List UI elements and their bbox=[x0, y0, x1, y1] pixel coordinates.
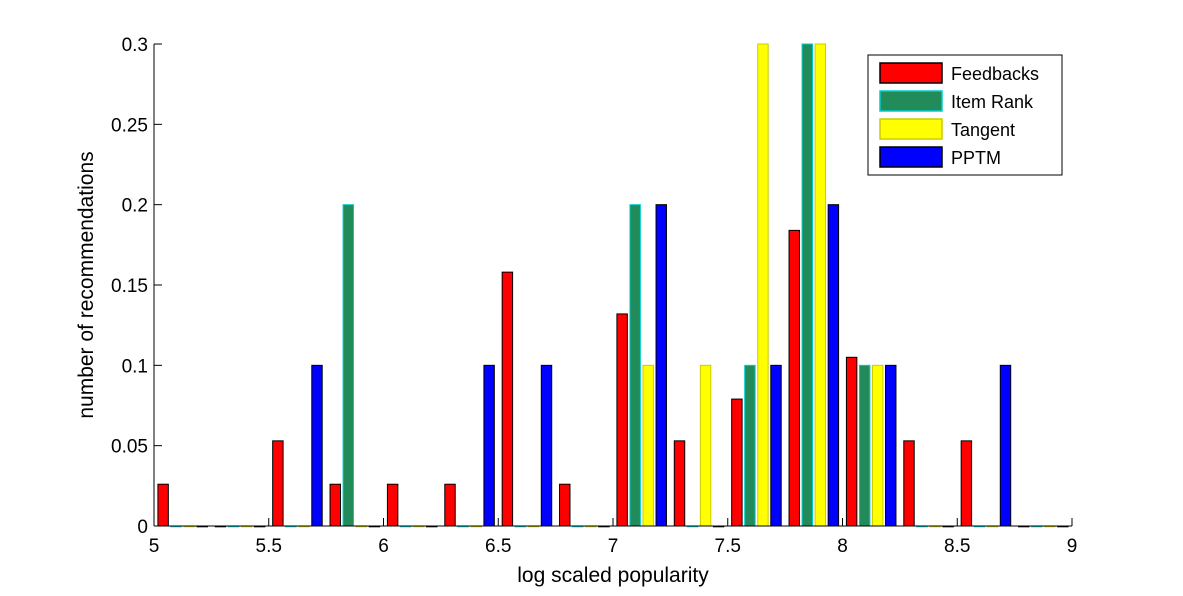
bar bbox=[272, 440, 284, 527]
y-tick-label: 0 bbox=[137, 517, 148, 538]
x-axis-label: log scaled popularity bbox=[517, 564, 709, 587]
legend-entry: PPTM bbox=[951, 148, 1001, 168]
y-tick-label: 0.3 bbox=[122, 35, 148, 56]
bar bbox=[788, 229, 800, 527]
legend-swatch bbox=[879, 62, 943, 84]
bar bbox=[540, 364, 553, 527]
bar bbox=[559, 483, 571, 527]
x-tick-label: 5 bbox=[149, 536, 160, 557]
x-tick-label: 5.5 bbox=[256, 536, 282, 557]
bar bbox=[731, 398, 743, 527]
bar bbox=[501, 271, 514, 527]
ticks-group: 5 5.5 6 6.5 7 7.5 8 8.5 9 0 0.05 0.1 0.15 0.2 0.25 0.3 bbox=[111, 35, 1077, 557]
bar bbox=[616, 313, 628, 527]
y-tick-label: 0.25 bbox=[111, 115, 148, 136]
bar bbox=[386, 483, 399, 527]
bar bbox=[960, 440, 973, 527]
bar bbox=[444, 483, 456, 527]
bar bbox=[157, 483, 169, 527]
x-tick-label: 7 bbox=[608, 536, 619, 557]
bar bbox=[311, 364, 323, 527]
legend-swatch bbox=[879, 118, 943, 140]
x-tick-label: 9 bbox=[1067, 536, 1078, 557]
bar bbox=[885, 364, 897, 527]
y-axis-label: number of recommendations bbox=[75, 151, 98, 418]
bar bbox=[903, 440, 915, 527]
legend: Feedbacks Item Rank Tangent PPTM bbox=[867, 54, 1063, 176]
y-tick-label: 0.2 bbox=[122, 196, 148, 217]
x-tick-label: 7.5 bbox=[715, 536, 741, 557]
bar bbox=[744, 364, 756, 527]
legend-swatch bbox=[879, 146, 943, 168]
bar bbox=[814, 43, 827, 527]
bar bbox=[827, 204, 840, 527]
bar bbox=[801, 43, 814, 527]
bar bbox=[483, 364, 495, 527]
bar bbox=[342, 204, 355, 527]
y-tick-label: 0.05 bbox=[111, 437, 148, 458]
bar bbox=[845, 356, 858, 527]
y-tick-label: 0.15 bbox=[111, 276, 148, 297]
legend-entry: Feedbacks bbox=[951, 64, 1039, 84]
bar bbox=[673, 440, 686, 527]
x-tick-label: 8.5 bbox=[944, 536, 970, 557]
bar bbox=[699, 364, 712, 527]
bar bbox=[642, 364, 654, 527]
bar bbox=[629, 204, 641, 527]
bar bbox=[871, 364, 884, 527]
legend-swatch bbox=[879, 90, 943, 112]
bar bbox=[655, 204, 667, 527]
bar bbox=[770, 364, 782, 527]
x-tick-label: 8 bbox=[837, 536, 848, 557]
bar bbox=[858, 364, 871, 527]
x-tick-label: 6 bbox=[378, 536, 389, 557]
bar bbox=[757, 43, 769, 527]
bar bbox=[329, 483, 341, 527]
bar bbox=[999, 364, 1012, 527]
legend-entry: Tangent bbox=[951, 120, 1015, 140]
x-tick-label: 6.5 bbox=[485, 536, 511, 557]
y-tick-label: 0.1 bbox=[122, 356, 148, 377]
legend-entry: Item Rank bbox=[951, 92, 1034, 112]
